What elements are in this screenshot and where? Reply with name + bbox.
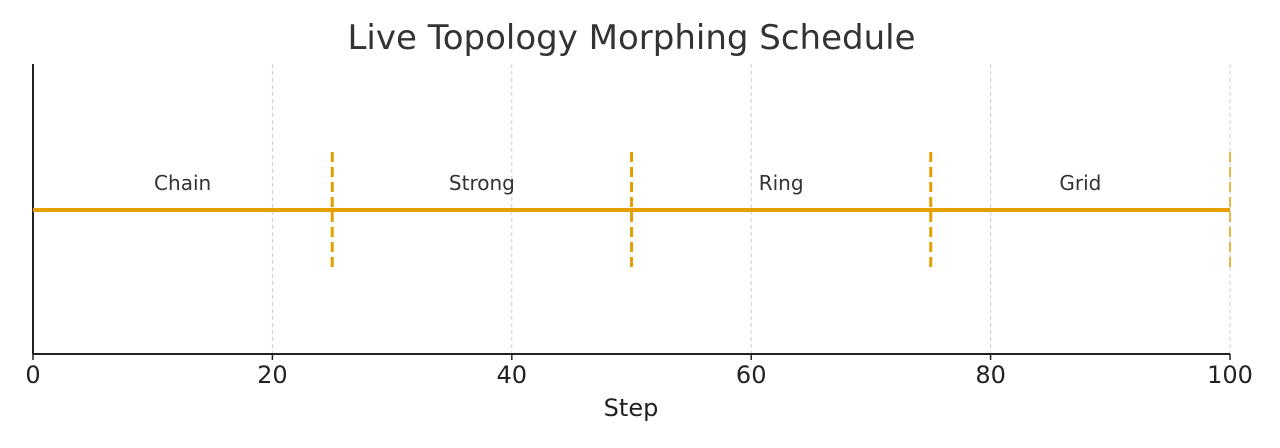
x-tick-label-20: 20 — [257, 361, 288, 389]
x-ticks: 0 20 40 60 80 100 — [25, 354, 1253, 389]
x-tick-label-0: 0 — [25, 361, 40, 389]
x-tick-label-100: 100 — [1207, 361, 1253, 389]
phase-boundaries — [330, 152, 1231, 268]
phase-label-ring: Ring — [759, 171, 804, 195]
phase-label-strong: Strong — [449, 171, 515, 195]
phase-labels: Chain Strong Ring Grid — [154, 171, 1101, 195]
chart-title: Live Topology Morphing Schedule — [347, 18, 916, 58]
x-tick-label-40: 40 — [497, 361, 528, 389]
phase-label-chain: Chain — [154, 171, 211, 195]
x-tick-label-60: 60 — [736, 361, 767, 389]
x-axis-label: Step — [604, 394, 659, 422]
grid-lines — [271, 64, 1231, 354]
x-tick-label-80: 80 — [975, 361, 1006, 389]
phase-label-grid: Grid — [1059, 171, 1101, 195]
